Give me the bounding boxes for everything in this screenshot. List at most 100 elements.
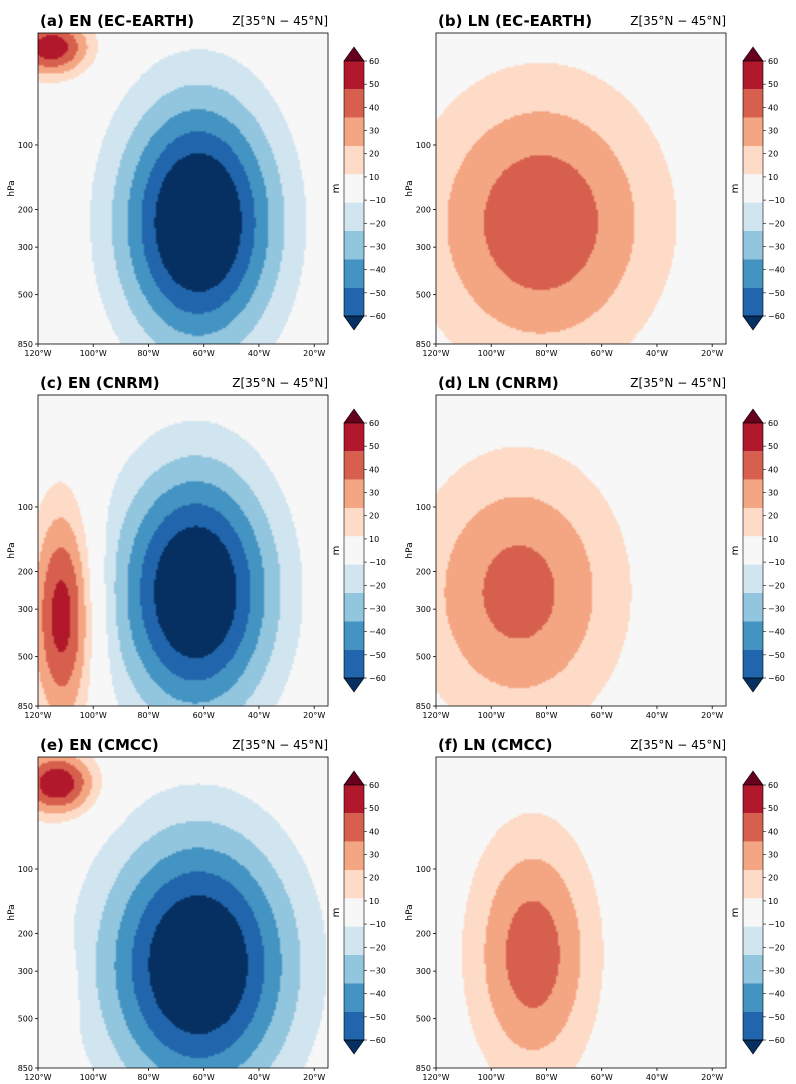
x-tick-label: 120°W (24, 1073, 51, 1082)
colorbar-swatch (344, 61, 364, 90)
colorbar-extend-min (343, 1039, 365, 1055)
colorbar-tick-label: −30 (768, 966, 785, 975)
x-tick-label: 60°W (591, 711, 613, 720)
colorbar-frame (343, 422, 365, 679)
colorbar-tick-label: 60 (369, 419, 379, 428)
x-tick-label: 60°W (193, 1073, 215, 1082)
colorbar-swatch (344, 870, 364, 899)
colorbar-swatch (743, 955, 763, 984)
y-tick-label: 850 (18, 1064, 33, 1073)
colorbar-frame (343, 60, 365, 317)
y-tick-label: 850 (416, 1064, 431, 1073)
colorbar-extend-max (343, 46, 365, 62)
colorbar-swatch (344, 955, 364, 984)
x-tick-label: 100°W (80, 1073, 107, 1082)
x-tick-label: 100°W (478, 711, 505, 720)
colorbar-label: m (331, 908, 342, 918)
x-tick-label: 80°W (535, 349, 557, 358)
colorbar-tick-label: −30 (768, 242, 785, 251)
x-tick-label: 80°W (535, 1073, 557, 1082)
colorbar-tick-label: 60 (768, 57, 778, 66)
x-tick-label: 40°W (646, 711, 668, 720)
y-tick-label: 500 (416, 1015, 431, 1024)
colorbar-swatch (743, 508, 763, 537)
x-tick-label: 40°W (646, 1073, 668, 1082)
colorbar-tick-label: −10 (768, 196, 785, 205)
colorbar-swatch (743, 593, 763, 622)
colorbar-tick-label: 30 (768, 851, 778, 860)
colorbar-swatch (743, 649, 763, 678)
variable-label: Z[35°N − 45°N] (630, 376, 726, 390)
colorbar-frame (742, 784, 764, 1041)
y-tick-label: 100 (18, 503, 33, 512)
colorbar-tick-label: −50 (369, 1013, 386, 1022)
contour-field (38, 395, 328, 706)
y-axis-label: hPa (7, 180, 17, 196)
colorbar-swatch (344, 1011, 364, 1040)
plot-frame (435, 394, 727, 707)
x-tick-label: 100°W (478, 349, 505, 358)
colorbar-tick-label: −60 (369, 674, 386, 683)
colorbar-tick-label: 40 (369, 465, 379, 474)
colorbar-frame (742, 60, 764, 317)
colorbar-tick-label: 20 (369, 150, 379, 159)
colorbar-tick-label: −20 (768, 943, 785, 952)
colorbar-tick-label: 10 (768, 535, 778, 544)
panel-title: (b) LN (EC-EARTH) (438, 12, 592, 30)
colorbar-swatch (344, 813, 364, 842)
panel-1: (a) EN (EC-EARTH) Z[35°N − 45°N] 120°W 100°… (7, 12, 386, 358)
contour-field (436, 757, 726, 1068)
plot-frame (435, 756, 727, 1069)
colorbar-swatch (344, 174, 364, 203)
colorbar-tick-label: 10 (369, 897, 379, 906)
panel-title: (f) LN (CMCC) (438, 736, 552, 754)
colorbar-swatch (743, 231, 763, 260)
panel-2: (b) LN (EC-EARTH) Z[35°N − 45°N] 120°W 100°… (405, 12, 785, 358)
colorbar-swatch (344, 451, 364, 480)
y-tick-label: 300 (18, 967, 33, 976)
contour-field (436, 33, 726, 344)
y-axis-label: hPa (7, 904, 17, 920)
y-axis-label: hPa (405, 904, 415, 920)
colorbar-label: m (730, 908, 741, 918)
colorbar-swatch (344, 564, 364, 593)
colorbar-tick-label: 30 (369, 851, 379, 860)
colorbar-swatch (344, 785, 364, 814)
colorbar-tick-label: −10 (768, 558, 785, 567)
colorbar: 60 50 40 30 20 10 −10 −20 −30 −40 −50 −60 m (331, 46, 386, 331)
colorbar-tick-label: 40 (369, 827, 379, 836)
colorbar-label: m (730, 184, 741, 194)
x-tick-label: 20°W (701, 1073, 723, 1082)
colorbar-swatch (743, 117, 763, 146)
colorbar-tick-label: −10 (369, 558, 386, 567)
x-tick-label: 120°W (422, 1073, 449, 1082)
variable-label: Z[35°N − 45°N] (232, 14, 328, 28)
colorbar-swatch (743, 423, 763, 452)
colorbar-tick-label: −20 (768, 581, 785, 590)
colorbar-tick-label: 20 (369, 874, 379, 883)
colorbar: 60 50 40 30 20 10 −10 −20 −30 −40 −50 −60 m (730, 408, 785, 693)
x-tick-label: 120°W (24, 711, 51, 720)
colorbar-swatch (743, 259, 763, 288)
colorbar-extend-max (343, 770, 365, 786)
colorbar-tick-label: −40 (369, 628, 386, 637)
colorbar-tick-label: −10 (369, 920, 386, 929)
colorbar-tick-label: −60 (369, 312, 386, 321)
x-tick-label: 60°W (193, 711, 215, 720)
colorbar-swatch (743, 621, 763, 650)
colorbar-frame (343, 784, 365, 1041)
x-tick-label: 80°W (137, 349, 159, 358)
colorbar-tick-label: 20 (768, 874, 778, 883)
colorbar-swatch (743, 983, 763, 1012)
y-tick-label: 200 (416, 929, 431, 938)
colorbar-swatch (743, 479, 763, 508)
colorbar-tick-label: −60 (768, 312, 785, 321)
x-tick-label: 40°W (248, 711, 270, 720)
y-axis-label: hPa (405, 542, 415, 558)
colorbar-tick-label: −20 (369, 219, 386, 228)
x-tick-label: 20°W (303, 349, 325, 358)
colorbar-extend-max (742, 46, 764, 62)
colorbar-tick-label: −20 (768, 219, 785, 228)
colorbar-swatch (743, 785, 763, 814)
